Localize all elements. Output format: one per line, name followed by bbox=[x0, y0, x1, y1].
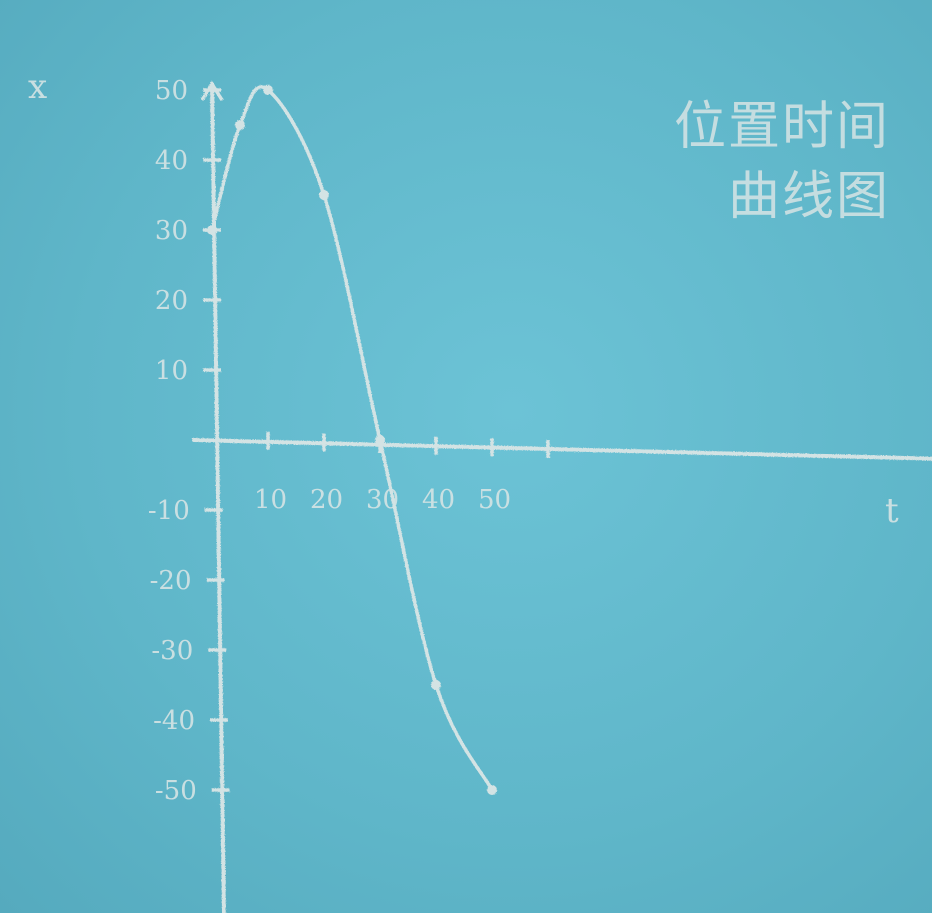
x-tick-label-40: 40 bbox=[422, 485, 455, 515]
x-tick-label-10: 10 bbox=[254, 485, 287, 515]
y-tick-label--50: -50 bbox=[155, 776, 197, 806]
data-point-50 bbox=[487, 785, 497, 795]
y-tick-label-10: 10 bbox=[155, 356, 188, 386]
chart-title-line-1: 位置时间 bbox=[673, 97, 890, 157]
data-point-30 bbox=[375, 435, 385, 445]
data-point-40 bbox=[431, 680, 441, 690]
y-tick-label-40: 40 bbox=[155, 146, 188, 176]
data-point-5 bbox=[235, 120, 245, 130]
y-tick-label--20: -20 bbox=[150, 566, 192, 596]
x-axis-label: t bbox=[885, 491, 899, 531]
y-tick-label--40: -40 bbox=[153, 706, 195, 736]
x-axis-line bbox=[192, 438, 932, 461]
data-point-0 bbox=[207, 225, 217, 235]
y-tick-label--30: -30 bbox=[151, 636, 193, 666]
x-tick-label-50: 50 bbox=[478, 485, 511, 515]
y-tick-label-50: 50 bbox=[155, 76, 188, 106]
data-point-20 bbox=[319, 190, 329, 200]
y-tick-label-30: 30 bbox=[155, 216, 188, 246]
y-axis-arrow bbox=[200, 80, 224, 101]
series-line-0 bbox=[210, 85, 494, 792]
y-axis-label: x bbox=[28, 67, 47, 107]
chart-title: 位置时间 曲线图 bbox=[590, 92, 890, 232]
series-group bbox=[207, 85, 497, 795]
x-tick-label-20: 20 bbox=[310, 485, 343, 515]
chart-title-line-2: 曲线图 bbox=[727, 167, 890, 227]
data-point-10 bbox=[263, 85, 273, 95]
y-tick-label--10: -10 bbox=[148, 496, 190, 526]
y-tick-label-20: 20 bbox=[155, 286, 188, 316]
